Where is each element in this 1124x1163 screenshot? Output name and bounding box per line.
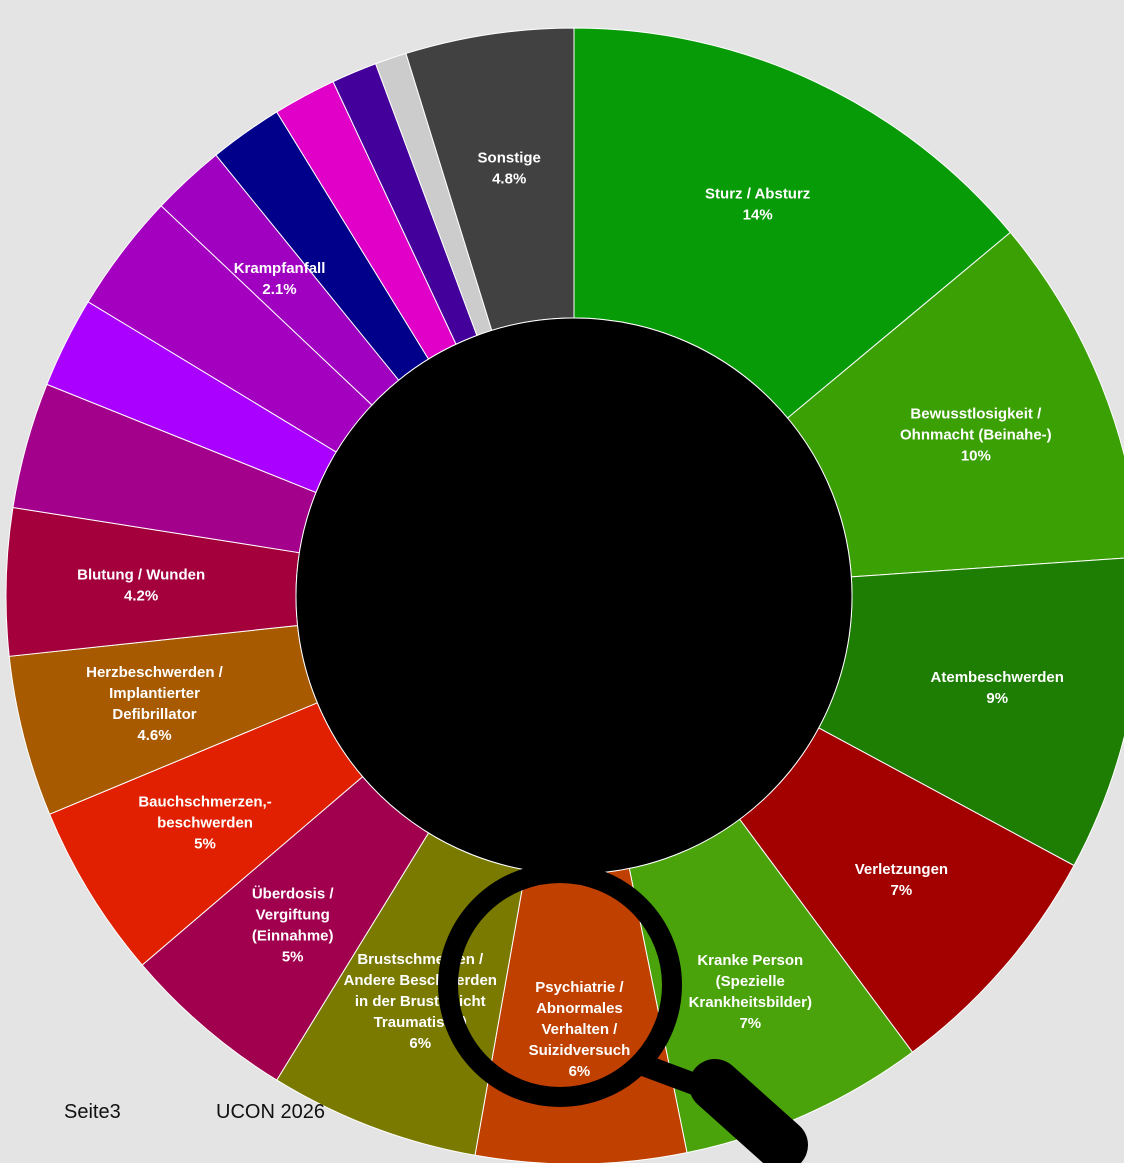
footer-page-number: Seite3 [64, 1101, 121, 1123]
slice-label-sturz-absturz: Sturz / Absturz 14% [705, 185, 810, 223]
slice-value-label: 14% [743, 206, 773, 223]
slice-label-line: (Einnahme) [252, 928, 334, 945]
slice-value-label: 4.2% [124, 588, 158, 605]
slice-label-bewusstlosigkeit-ohnmacht-beinahe: Bewusstlosigkeit / Ohnmacht (Beinahe-) 10% [900, 406, 1052, 465]
slice-label-line: Abnormales [536, 1000, 623, 1017]
donut-center-hole [295, 317, 853, 875]
slice-label-line: Krampfanfall [234, 260, 326, 277]
slice-label-kranke-person-spezielle-krankheitsbilder: Kranke Person (Spezielle Krankheitsbilder)… [689, 952, 812, 1032]
slice-label-line: Herzbeschwerden / [86, 664, 224, 681]
slice-label-line: Blutung / Wunden [77, 567, 205, 584]
slice-label-berdosis-vergiftung-einnahme: Überdosis / Vergiftung (Einnahme) 5% [252, 886, 335, 966]
slice-label-line: Implantierter [109, 685, 200, 702]
chart-labels: Sturz / Absturz 14% Bewusstlosigkeit / Ohnm… [77, 149, 1064, 1080]
slice-label-line: Brustschmerzen / [357, 951, 484, 968]
slice-value-label: 4.8% [492, 170, 526, 187]
slice-value-label: 5% [282, 949, 304, 966]
slice-value-label: 7% [891, 882, 913, 899]
slice-label-line: Kranke Person [697, 952, 803, 969]
slice-label-bauchschmerzen-beschwerden: Bauchschmerzen,- beschwerden 5% [138, 794, 271, 853]
slice-label-line: Andere Beschwerden [344, 972, 497, 989]
slice-value-label: 10% [961, 448, 991, 465]
slice-label-line: Suizidversuch [529, 1042, 631, 1059]
slice-label-line: beschwerden [157, 815, 253, 832]
slice-label-line: Bauchschmerzen,- [138, 794, 271, 811]
slice-label-line: Vergiftung [256, 907, 330, 924]
slice-value-label: 2.1% [262, 281, 296, 298]
slice-label-line: Krankheitsbilder) [689, 994, 812, 1011]
slice-label-line: Defibrillator [112, 706, 196, 723]
slice-value-label: 5% [194, 836, 216, 853]
slice-value-label: 9% [986, 690, 1008, 707]
magnifier-lens [438, 863, 682, 1107]
slice-label-line: Verletzungen [855, 861, 948, 878]
slice-value-label: 7% [739, 1015, 761, 1032]
slice-label-krampfanfall: Krampfanfall 2.1% [234, 260, 326, 298]
slice-label-line: Ohnmacht (Beinahe-) [900, 427, 1052, 444]
slice-label-herzbeschwerden-implantierter-defibrillator: Herzbeschwerden / Implantierter Defibrilla… [86, 664, 224, 744]
slice-label-line: in der Brust (Nicht [355, 993, 486, 1010]
slice-label-line: Atembeschwerden [931, 669, 1064, 686]
slice-label-line: Sonstige [478, 149, 541, 166]
slice-value-label: 4.6% [137, 727, 171, 744]
slice-label-psychiatrie-abnormales-verhalten-suizidversuch: Psychiatrie / Abnormales Verhalten / Suizid… [529, 979, 631, 1080]
slice-label-line: Bewusstlosigkeit / [910, 406, 1042, 423]
magnifying-glass-icon [438, 863, 808, 1163]
slice-value-label: 6% [409, 1035, 431, 1052]
magnifier-handle [689, 1059, 808, 1163]
slice-label-line: Überdosis / [252, 886, 335, 903]
footer-event-name: UCON 2026 [216, 1101, 325, 1123]
slice-label-line: Psychiatrie / [535, 979, 624, 996]
slice-label-blutung-wunden: Blutung / Wunden 4.2% [77, 567, 205, 605]
slice-label-verletzungen: Verletzungen 7% [855, 861, 948, 899]
slice-label-sonstige: Sonstige 4.8% [478, 149, 541, 187]
slice-label-atembeschwerden: Atembeschwerden 9% [931, 669, 1064, 707]
slice-value-label: 6% [569, 1063, 591, 1080]
slice-label-line: Verhalten / [541, 1021, 618, 1038]
slice-label-line: (Spezielle [716, 973, 785, 990]
slice-label-line: Sturz / Absturz [705, 185, 810, 202]
